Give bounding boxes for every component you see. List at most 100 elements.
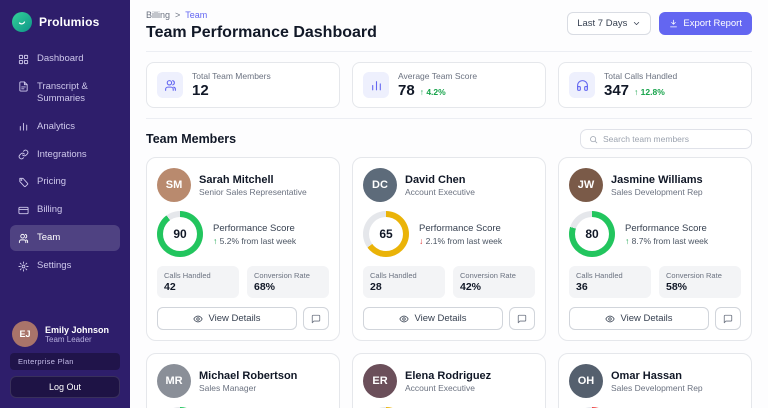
sidebar-item-label: Billing [37, 204, 63, 216]
member-card-actions: View Details [363, 307, 535, 330]
breadcrumb: Billing > Team [146, 10, 377, 20]
performance-change: ↑ 5.2% from last week [213, 236, 296, 246]
stat-value: 12 [192, 82, 209, 99]
export-report-label: Export Report [683, 18, 742, 29]
member-header: SM Sarah Mitchell Senior Sales Represent… [157, 168, 329, 202]
calls-handled-label: Calls Handled [164, 271, 211, 280]
conversion-rate-value: 42% [460, 281, 482, 293]
main-content: Billing > Team Team Performance Dashboar… [130, 0, 768, 408]
breadcrumb-parent[interactable]: Billing [146, 10, 171, 20]
sidebar-nav: Dashboard Transcript & Summaries Analyti… [10, 46, 120, 279]
trend-arrow-icon: ↑ [625, 235, 630, 246]
avatar: OH [569, 364, 603, 398]
stat-card-average-score: Average Team Score 78 ↑ 4.2% [352, 62, 546, 108]
stat-change: ↑ 4.2% [419, 87, 446, 97]
stat-value: 78 [398, 82, 415, 99]
eye-icon [193, 314, 204, 324]
sidebar-item-analytics[interactable]: Analytics [10, 114, 120, 140]
member-card-actions: View Details [569, 307, 741, 330]
member-role: Sales Manager [199, 382, 257, 393]
calls-handled-label: Calls Handled [576, 271, 623, 280]
avatar: DC [363, 168, 397, 202]
headset-icon [569, 72, 595, 98]
conversion-rate-label: Conversion Rate [460, 271, 516, 280]
chat-bubble-icon [311, 314, 321, 324]
member-mini-stats: Calls Handled 36 Conversion Rate 58% [569, 266, 741, 298]
message-button[interactable] [509, 307, 535, 330]
sidebar: Prolumios Dashboard Transcript & Summari… [0, 0, 130, 408]
settings-icon [18, 260, 29, 272]
calls-handled-label: Calls Handled [370, 271, 417, 280]
sidebar-item-pricing[interactable]: Pricing [10, 169, 120, 195]
member-header: JW Jasmine Williams Sales Development Re… [569, 168, 741, 202]
conversion-rate-value: 68% [254, 281, 276, 293]
member-name: Michael Robertson [199, 369, 298, 382]
member-header: MR Michael Robertson Sales Manager [157, 364, 329, 398]
stat-label: Total Calls Handled [604, 71, 678, 81]
performance-row: 65 Performance Score ↓ 2.1% from last we… [363, 211, 535, 257]
logout-button[interactable]: Log Out [10, 376, 120, 398]
eye-icon [399, 314, 410, 324]
avatar: MR [157, 364, 191, 398]
user-role: Team Leader [45, 334, 92, 344]
team-members-icon [157, 72, 183, 98]
sidebar-item-label: Analytics [37, 120, 76, 132]
sidebar-item-team[interactable]: Team [10, 225, 120, 251]
view-details-button[interactable]: View Details [157, 307, 297, 330]
calls-handled-value: 28 [370, 281, 382, 293]
eye-icon [605, 314, 616, 324]
view-details-button[interactable]: View Details [569, 307, 709, 330]
trend-arrow-icon: ↑ [634, 87, 639, 97]
sidebar-item-label: Team [37, 232, 61, 244]
calls-handled-value: 42 [164, 281, 176, 293]
date-range-button[interactable]: Last 7 Days [567, 12, 652, 35]
brand: Prolumios [10, 12, 120, 46]
message-button[interactable] [303, 307, 329, 330]
dashboard-icon [18, 54, 29, 65]
sidebar-item-integrations[interactable]: Integrations [10, 142, 120, 168]
breadcrumb-separator: > [175, 10, 181, 20]
sidebar-item-dashboard[interactable]: Dashboard [10, 46, 120, 72]
performance-score-value: 90 [163, 217, 197, 251]
performance-score-value: 80 [575, 217, 609, 251]
member-name: Elena Rodriguez [405, 369, 492, 382]
performance-score-value: 65 [369, 217, 403, 251]
chat-bubble-icon [517, 314, 527, 324]
sidebar-item-billing[interactable]: Billing [10, 197, 120, 223]
avatar: SM [157, 168, 191, 202]
conversion-rate-label: Conversion Rate [666, 271, 722, 280]
member-card: DC David Chen Account Executive 65 Perfo… [352, 157, 546, 341]
avatar: ER [363, 364, 397, 398]
search-input[interactable] [603, 134, 743, 144]
team-members-grid: SM Sarah Mitchell Senior Sales Represent… [146, 157, 752, 408]
sidebar-item-settings[interactable]: Settings [10, 253, 120, 279]
transcript-icon [18, 81, 29, 92]
conversion-rate-box: Conversion Rate 42% [453, 266, 535, 298]
member-header: DC David Chen Account Executive [363, 168, 535, 202]
performance-ring: 80 [569, 211, 615, 257]
member-mini-stats: Calls Handled 42 Conversion Rate 68% [157, 266, 329, 298]
calls-handled-value: 36 [576, 281, 588, 293]
performance-score-label: Performance Score [419, 222, 501, 234]
message-button[interactable] [715, 307, 741, 330]
chat-bubble-icon [723, 314, 733, 324]
billing-icon [18, 205, 29, 216]
conversion-rate-box: Conversion Rate 68% [247, 266, 329, 298]
view-details-button[interactable]: View Details [363, 307, 503, 330]
stat-label: Average Team Score [398, 71, 478, 81]
export-report-button[interactable]: Export Report [659, 12, 752, 35]
performance-ring: 65 [363, 211, 409, 257]
user-name: Emily Johnson [45, 324, 110, 335]
member-name: Sarah Mitchell [199, 173, 274, 186]
stat-change: ↑ 12.8% [634, 87, 665, 97]
stats-row: Total Team Members 12 Average Team Score… [146, 52, 752, 119]
integrations-icon [18, 149, 29, 160]
sidebar-item-transcripts[interactable]: Transcript & Summaries [10, 74, 120, 112]
performance-score-label: Performance Score [213, 222, 295, 234]
stat-value: 347 [604, 82, 630, 99]
trend-arrow-icon: ↑ [419, 87, 424, 97]
member-card: MR Michael Robertson Sales Manager 85 Pe… [146, 353, 340, 408]
user-avatar: EJ [12, 321, 38, 347]
avatar: JW [569, 168, 603, 202]
